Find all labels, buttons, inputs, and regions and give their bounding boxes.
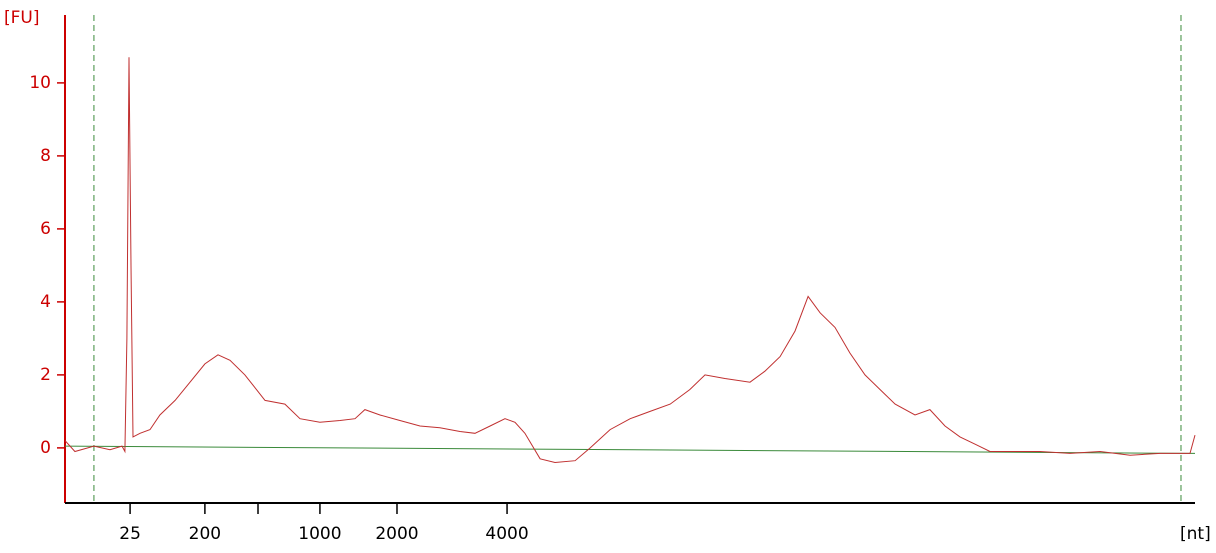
y-tick-label: 10 — [29, 73, 51, 93]
y-tick-label: 2 — [40, 365, 51, 385]
y-tick-label: 4 — [40, 292, 51, 312]
x-axis-label: [nt] — [1180, 524, 1211, 544]
x-tick-label: 25 — [119, 524, 141, 544]
y-tick-label: 6 — [40, 219, 51, 239]
x-tick-label: 1000 — [298, 524, 341, 544]
x-tick-label: 200 — [189, 524, 221, 544]
trace — [64, 445, 1196, 454]
x-tick-label: 2000 — [375, 524, 418, 544]
y-tick-label: 8 — [40, 146, 51, 166]
y-tick-label: 0 — [40, 438, 51, 458]
trace — [64, 57, 1196, 464]
y-axis-label: [FU] — [4, 8, 40, 28]
x-tick-label: 4000 — [485, 524, 528, 544]
